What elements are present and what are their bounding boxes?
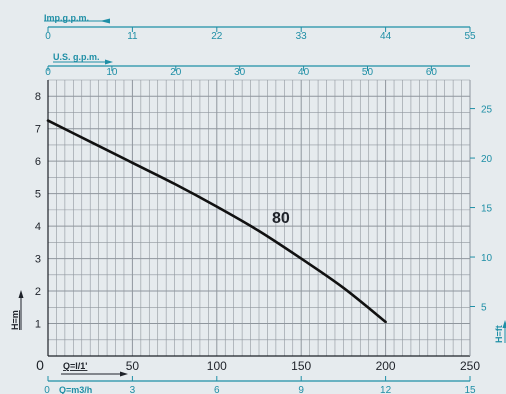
imp-axis-arrow-icon [100,18,110,24]
imp-gpm-tick-label: 22 [211,31,223,42]
y2-tick-label: 20 [481,154,493,165]
y2-axis-arrow-icon [502,320,506,328]
m3h-tick-label: 12 [380,385,392,394]
y-tick-label: 4 [35,221,41,233]
y2-axis-label: H=ft [494,325,504,343]
us-gpm-tick-label: 40 [298,67,310,78]
us-gpm-tick-label: 10 [106,67,118,78]
y-axis-arrow-icon [18,290,24,298]
pump-curve-line [46,119,387,324]
us-axis-arrow-icon [105,59,113,65]
y2-tick-label: 5 [481,303,487,314]
y-tick-label: 5 [35,189,41,201]
y-tick-label: 3 [35,254,41,266]
x-tick-label: 250 [460,359,480,373]
x-tick-label: 50 [126,359,140,373]
x-tick-label: 100 [207,359,227,373]
grid [47,79,471,356]
y-tick-label: 8 [35,91,41,103]
imp-gpm-tick-label: 33 [296,31,308,42]
x-tick-label: 200 [376,359,396,373]
y-axis-label: H=m [10,310,20,330]
y-tick-label: 7 [35,124,41,136]
y2-tick-label: 25 [481,105,493,116]
x-tick-label: 150 [291,359,311,373]
m3h-tick-label: 6 [214,385,220,394]
x2-axis-label: Q=m3/h [59,385,92,394]
m3h-tick-label: 0 [44,385,50,394]
x-axis-label: Q=l/1' [63,361,87,371]
imp-gpm-tick-label: 0 [45,31,51,42]
axes [18,18,506,382]
us-gpm-tick-label: 20 [170,67,182,78]
y-tick-label: 2 [35,286,41,298]
m3h-tick-label: 3 [130,385,136,394]
y-tick-label: 1 [35,319,41,331]
y-tick-label: 6 [35,156,41,168]
y2-tick-label: 10 [481,253,493,264]
curve-label: 80 [272,210,290,227]
us-gpm-tick-label: 60 [426,67,438,78]
y2-tick-label: 15 [481,204,493,215]
x-tick-label: 0 [36,357,44,373]
imp-gpm-tick-label: 55 [464,31,476,42]
us-gpm-tick-label: 0 [45,67,51,78]
us-gpm-tick-label: 50 [362,67,374,78]
m3h-tick-label: 15 [464,385,476,394]
us-gpm-tick-label: 30 [234,67,246,78]
m3h-tick-label: 9 [298,385,304,394]
x-axis-arrow-icon [120,371,128,377]
imp-gpm-tick-label: 11 [127,31,138,42]
imp-gpm-axis-label: Imp.g.p.m. [44,13,89,23]
imp-gpm-tick-label: 44 [380,31,392,42]
us-gpm-axis-label: U.S. g.p.m. [53,52,100,62]
